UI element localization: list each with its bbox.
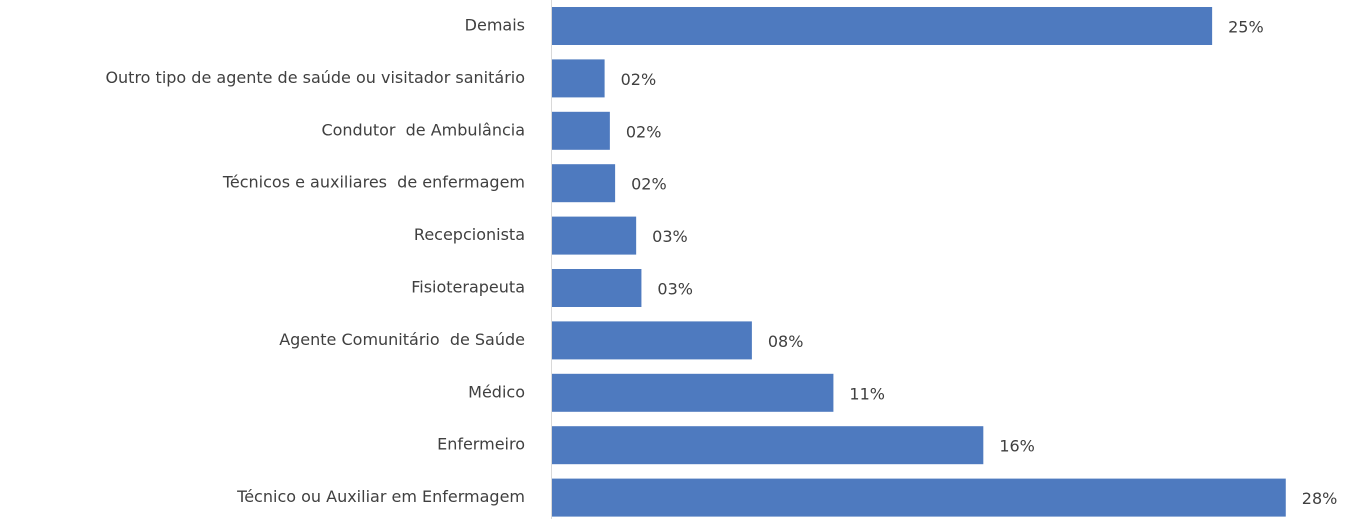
category-label: Enfermeiro <box>437 435 525 454</box>
data-label: 03% <box>657 280 693 299</box>
category-label: Condutor de Ambulância <box>321 120 525 139</box>
data-label: 11% <box>849 384 885 403</box>
bar <box>552 59 605 98</box>
bar <box>552 321 752 360</box>
category-label: Recepcionista <box>414 225 525 244</box>
data-label: 16% <box>999 437 1035 456</box>
data-label: 02% <box>626 122 662 141</box>
bar <box>552 7 1213 45</box>
bar <box>552 269 642 307</box>
data-label: 03% <box>652 227 688 246</box>
bar <box>552 373 834 412</box>
bar <box>552 426 984 465</box>
data-label: 02% <box>621 70 657 89</box>
bar <box>552 216 637 255</box>
category-label: Técnicos e auxiliares de enfermagem <box>222 173 525 192</box>
category-label: Médico <box>468 382 525 401</box>
category-label: Agente Comunitário de Saúde <box>279 330 525 349</box>
data-label: 28% <box>1302 489 1338 508</box>
category-label: Técnico ou Auxiliar em Enfermagem <box>236 487 525 506</box>
bar <box>552 111 610 150</box>
data-label: 25% <box>1228 18 1264 37</box>
bar <box>552 164 616 203</box>
bar <box>552 478 1286 517</box>
data-label: 02% <box>631 175 667 194</box>
category-label: Demais <box>465 16 525 35</box>
category-label: Outro tipo de agente de saúde ou visitad… <box>105 68 525 87</box>
category-label: Fisioterapeuta <box>411 278 525 297</box>
data-label: 08% <box>768 332 804 351</box>
